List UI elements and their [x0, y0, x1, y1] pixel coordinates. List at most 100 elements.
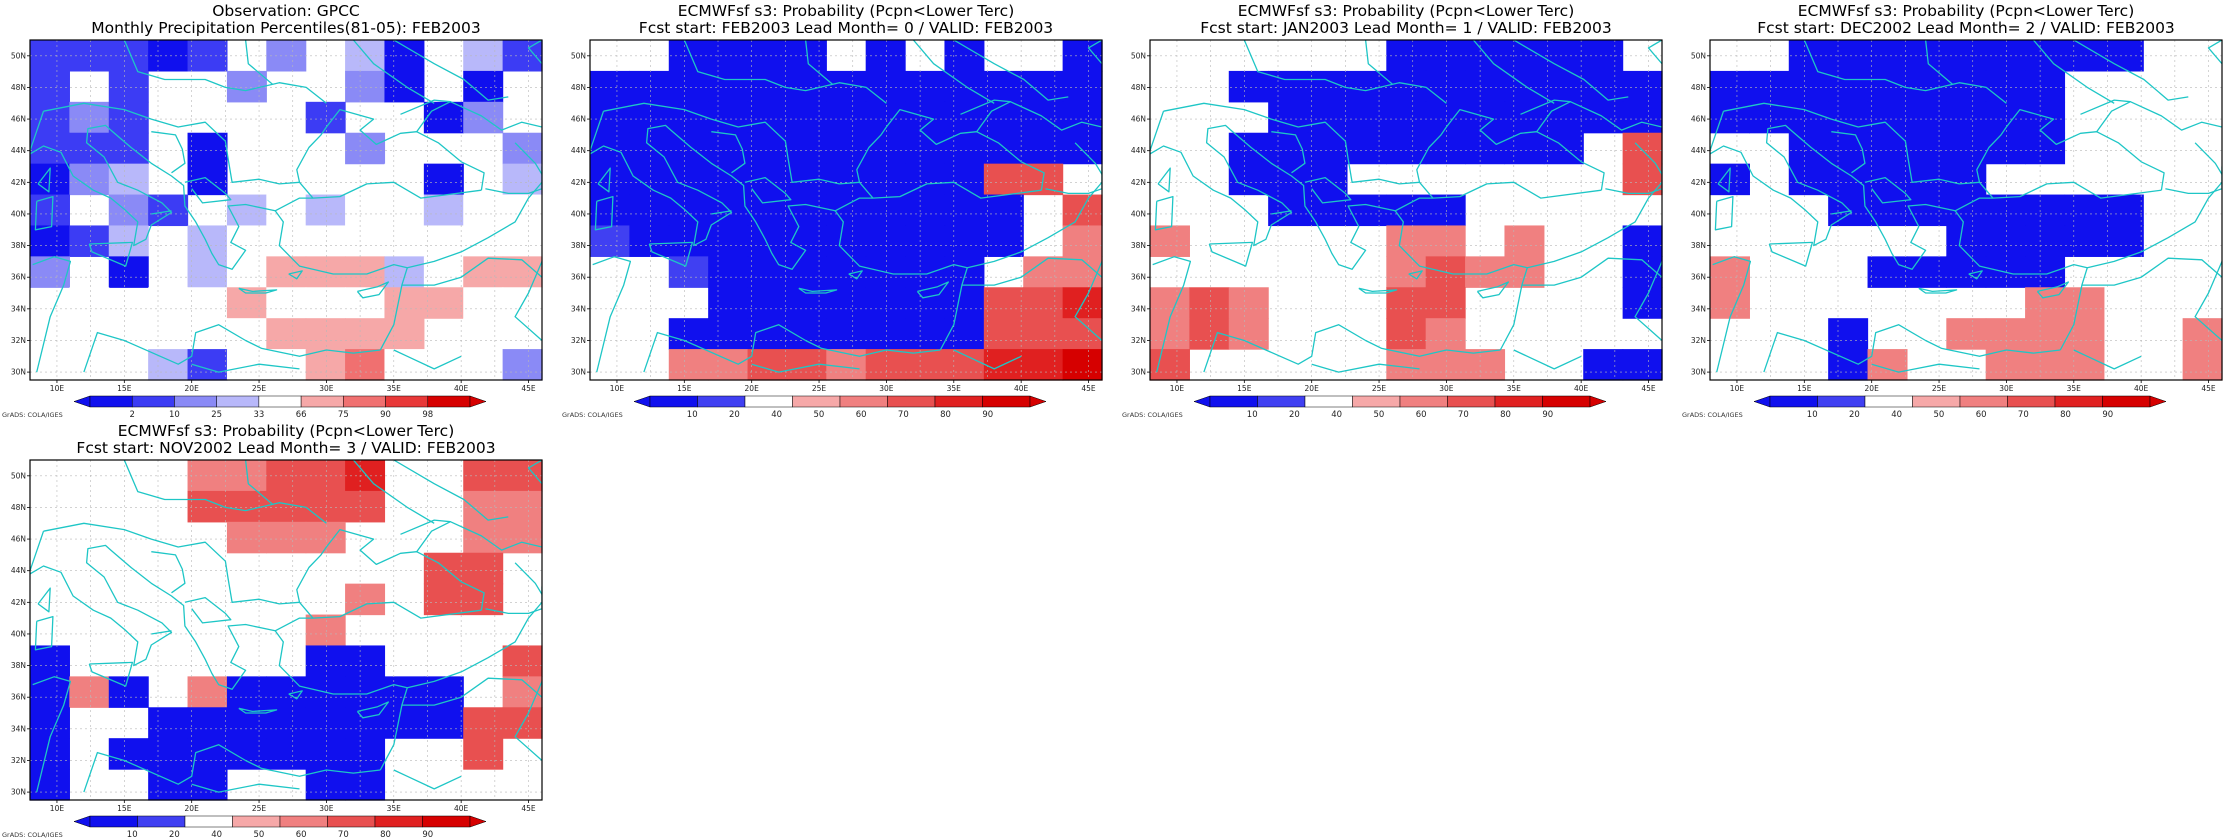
coastline [88, 661, 134, 687]
coastlines [30, 40, 542, 373]
colorbar-label: 70 [2018, 410, 2029, 420]
colorbar-segment [469, 395, 487, 408]
x-tick-label: 25E [1932, 384, 1947, 393]
coastline [590, 124, 836, 270]
heatmap-cell [502, 194, 543, 227]
x-tick-label: 40E [2134, 384, 2149, 393]
heatmap-cell [905, 132, 946, 165]
coastline [1074, 142, 1102, 175]
heatmap-cell [463, 70, 504, 103]
y-tick-label: 44N [11, 566, 26, 575]
heatmap-cell [108, 163, 149, 196]
coastline [401, 677, 542, 706]
heatmap-cell [2025, 256, 2066, 288]
heatmap-cell [345, 707, 386, 739]
heatmap-cell [708, 256, 749, 288]
heatmap-cell [1543, 40, 1584, 72]
heatmap-cell [305, 645, 346, 677]
heatmap-cell [305, 225, 346, 257]
heatmap-cell [148, 287, 189, 319]
coastline [1968, 270, 1983, 280]
heatmap-cell [747, 194, 788, 227]
heatmap-cell [1828, 40, 1869, 72]
heatmap-cell [423, 287, 464, 319]
colorbar-segment [1959, 395, 2008, 408]
y-tick-label: 50N [11, 51, 26, 60]
coastline [514, 261, 542, 341]
coastline [34, 195, 54, 231]
heatmap-cell [2025, 287, 2066, 319]
coastlines [590, 40, 1102, 373]
heatmap-cell [2103, 194, 2144, 227]
coastline [2073, 349, 2142, 370]
heatmap-cell [1867, 101, 1908, 134]
heatmap-cell [1346, 194, 1387, 227]
heatmap-cell [1465, 101, 1506, 134]
heatmap-cell [345, 738, 386, 770]
heatmap-cell [2025, 194, 2066, 227]
colorbar-segment [131, 395, 175, 408]
y-tick-label: 32N [1691, 336, 1706, 345]
y-tick-label: 48N [11, 83, 26, 92]
coastline [514, 681, 542, 761]
colorbar-label: 40 [771, 410, 782, 420]
coastline [30, 544, 276, 690]
heatmap-cell [226, 521, 267, 554]
y-tick-label: 46N [571, 115, 586, 124]
coastline [1358, 287, 1398, 294]
coastline [856, 108, 1045, 199]
heatmap-cell [1985, 225, 2026, 257]
heatmap-cell [747, 70, 788, 103]
x-tick-label: 30E [1439, 384, 1454, 393]
colorbar-segment [1399, 395, 1448, 408]
coastline [2080, 99, 2132, 133]
heatmap-cell [1023, 287, 1064, 319]
heatmap-cell [226, 318, 267, 350]
heatmap-cell [463, 194, 504, 227]
heatmap-cell [1710, 70, 1750, 103]
heatmap-cell [423, 256, 464, 288]
heatmap-cell [345, 490, 386, 523]
heatmap-cell [1023, 132, 1064, 165]
coastline [953, 40, 1069, 101]
coastline [2194, 261, 2222, 341]
coastline [683, 40, 887, 104]
coastline [393, 460, 509, 521]
heatmap-cell [187, 490, 228, 523]
colorbar-segment [887, 395, 936, 408]
heatmap-cell [108, 194, 149, 227]
heatmap-cell [786, 287, 827, 319]
colorbar-label: 90 [2102, 410, 2113, 420]
y-tick-label: 30N [1691, 368, 1706, 377]
x-tick-label: 35E [2067, 384, 2082, 393]
heatmap-cell [1906, 132, 1947, 165]
heatmap-cell [423, 707, 464, 739]
heatmap-cell [30, 769, 70, 801]
chart-title: ECMWFsf s3: Probability (Pcpn<Lower Terc… [118, 422, 455, 440]
x-tick-label: 20E [1865, 384, 1880, 393]
heatmap-cell [826, 132, 867, 165]
coastline [1150, 124, 1396, 270]
heatmap-cell [1622, 132, 1663, 165]
chart-subtitle: Fcst start: DEC2002 Lead Month= 2 / VALI… [1757, 19, 2175, 37]
heatmap-cell [187, 707, 228, 739]
heatmap-cell [226, 676, 267, 708]
colorbar-label: 80 [1500, 410, 1511, 420]
colorbar-label: 50 [253, 830, 264, 840]
heatmap-cell [983, 318, 1024, 350]
heatmap-cell [826, 101, 867, 134]
colorbar-segment [89, 815, 138, 828]
coastline [1513, 349, 1582, 370]
heatmap-cell [463, 707, 504, 739]
heatmap-cell [1985, 318, 2026, 350]
colorbar-segment [427, 395, 471, 408]
heatmap-cell [668, 163, 709, 196]
coastline [151, 630, 172, 635]
heatmap-cell [266, 738, 307, 770]
heatmap-cell [463, 287, 504, 319]
coastline [1311, 363, 1420, 373]
colorbar-label: 40 [1331, 410, 1342, 420]
grads-credit: GrADS: COLA/IGES [1122, 411, 1183, 419]
plot-frame [589, 39, 1103, 381]
coastline [2207, 40, 2222, 65]
